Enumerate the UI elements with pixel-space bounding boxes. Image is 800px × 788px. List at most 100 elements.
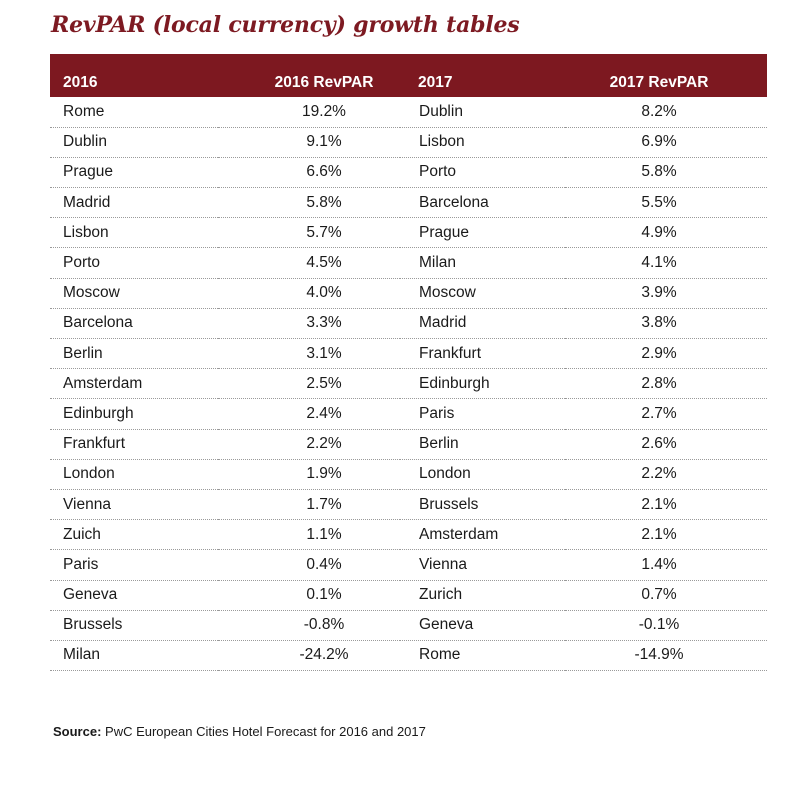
revpar-2017-cell: 8.2% <box>565 97 767 128</box>
revpar-2016-cell: 4.5% <box>218 247 400 279</box>
revpar-2016-cell: 3.1% <box>218 338 400 370</box>
table-row: Zuich 1.1% Amsterdam 2.1% <box>50 519 767 551</box>
revpar-2017-cell: 2.7% <box>565 398 767 430</box>
revpar-2016-cell: -24.2% <box>218 640 400 672</box>
table-row: Lisbon 5.7% Prague 4.9% <box>50 217 767 249</box>
revpar-2016-cell: 1.7% <box>218 489 400 521</box>
revpar-2016-cell: 0.4% <box>218 549 400 581</box>
city-2017-cell: Lisbon <box>400 127 565 158</box>
city-2017-cell: Brussels <box>400 489 565 521</box>
revpar-growth-table: 2016 2016 RevPAR 2017 2017 RevPAR Rome 19… <box>50 54 767 672</box>
city-2017-cell: Amsterdam <box>400 519 565 551</box>
city-2016-cell: Madrid <box>50 187 218 219</box>
header-2016-city: 2016 <box>63 73 98 91</box>
table-row: Berlin 3.1% Frankfurt 2.9% <box>50 338 767 370</box>
revpar-2016-cell: 2.4% <box>218 398 400 430</box>
city-2016-cell: Paris <box>50 549 218 581</box>
revpar-2017-cell: 5.5% <box>565 187 767 219</box>
revpar-2016-cell: 6.6% <box>218 157 400 189</box>
source-note: Source: PwC European Cities Hotel Foreca… <box>53 724 426 739</box>
revpar-2017-cell: 2.9% <box>565 338 767 370</box>
table-row: Frankfurt 2.2% Berlin 2.6% <box>50 429 767 460</box>
revpar-2017-cell: 2.1% <box>565 519 767 551</box>
revpar-2017-cell: 2.8% <box>565 368 767 400</box>
header-2016-revpar: 2016 RevPAR <box>274 73 374 91</box>
source-label: Source: <box>53 724 102 739</box>
revpar-2016-cell: 5.7% <box>218 217 400 249</box>
source-text: PwC European Cities Hotel Forecast for 2… <box>101 724 426 739</box>
table-row: Rome 19.2% Dublin 8.2% <box>50 97 767 128</box>
revpar-2017-cell: 6.9% <box>565 127 767 158</box>
city-2017-cell: Geneva <box>400 610 565 641</box>
city-2017-cell: Edinburgh <box>400 368 565 400</box>
city-2017-cell: Madrid <box>400 308 565 340</box>
table-row: Dublin 9.1% Lisbon 6.9% <box>50 127 767 158</box>
table-row: Brussels -0.8% Geneva -0.1% <box>50 610 767 641</box>
table-row: Madrid 5.8% Barcelona 5.5% <box>50 187 767 219</box>
city-2017-cell: Frankfurt <box>400 338 565 370</box>
city-2017-cell: Zurich <box>400 580 565 611</box>
revpar-2017-cell: -14.9% <box>565 640 767 672</box>
city-2016-cell: Moscow <box>50 278 218 309</box>
city-2016-cell: Berlin <box>50 338 218 370</box>
city-2017-cell: Dublin <box>400 97 565 128</box>
city-2016-cell: Porto <box>50 247 218 279</box>
revpar-2017-cell: 5.8% <box>565 157 767 189</box>
revpar-2016-cell: 3.3% <box>218 308 400 340</box>
city-2017-cell: Porto <box>400 157 565 189</box>
city-2016-cell: Brussels <box>50 610 218 641</box>
revpar-2016-cell: 19.2% <box>218 97 400 128</box>
table-row: Moscow 4.0% Moscow 3.9% <box>50 278 767 309</box>
page-title: RevPAR (local currency) growth tables <box>51 12 520 38</box>
city-2016-cell: Milan <box>50 640 218 672</box>
header-2017-city: 2017 <box>418 73 453 91</box>
city-2017-cell: Paris <box>400 398 565 430</box>
revpar-2016-cell: 5.8% <box>218 187 400 219</box>
revpar-2017-cell: 2.6% <box>565 429 767 460</box>
city-2017-cell: Prague <box>400 217 565 249</box>
city-2016-cell: Geneva <box>50 580 218 611</box>
table-row: Milan -24.2% Rome -14.9% <box>50 640 767 672</box>
city-2016-cell: Amsterdam <box>50 368 218 400</box>
table-header-row: 2016 2016 RevPAR 2017 2017 RevPAR <box>50 54 767 97</box>
revpar-2016-cell: -0.8% <box>218 610 400 641</box>
city-2017-cell: Vienna <box>400 549 565 581</box>
city-2017-cell: Milan <box>400 247 565 279</box>
table-row: London 1.9% London 2.2% <box>50 459 767 490</box>
revpar-2017-cell: 3.8% <box>565 308 767 340</box>
table-row: Vienna 1.7% Brussels 2.1% <box>50 489 767 521</box>
city-2016-cell: Edinburgh <box>50 398 218 430</box>
table-row: Barcelona 3.3% Madrid 3.8% <box>50 308 767 340</box>
revpar-2017-cell: 4.9% <box>565 217 767 249</box>
revpar-2017-cell: -0.1% <box>565 610 767 641</box>
revpar-2016-cell: 9.1% <box>218 127 400 158</box>
revpar-2017-cell: 4.1% <box>565 247 767 279</box>
table-row: Porto 4.5% Milan 4.1% <box>50 247 767 279</box>
city-2016-cell: Frankfurt <box>50 429 218 460</box>
city-2017-cell: Moscow <box>400 278 565 309</box>
table-body: Rome 19.2% Dublin 8.2% Dublin 9.1% Lisbon 6.9% P… <box>50 97 767 672</box>
table-row: Amsterdam 2.5% Edinburgh 2.8% <box>50 368 767 400</box>
revpar-2016-cell: 1.9% <box>218 459 400 490</box>
city-2016-cell: Dublin <box>50 127 218 158</box>
table-row: Prague 6.6% Porto 5.8% <box>50 157 767 189</box>
city-2016-cell: Barcelona <box>50 308 218 340</box>
table-row: Edinburgh 2.4% Paris 2.7% <box>50 398 767 430</box>
city-2016-cell: London <box>50 459 218 490</box>
city-2016-cell: Rome <box>50 97 218 128</box>
city-2017-cell: London <box>400 459 565 490</box>
city-2016-cell: Prague <box>50 157 218 189</box>
city-2016-cell: Zuich <box>50 519 218 551</box>
revpar-2017-cell: 3.9% <box>565 278 767 309</box>
table-row: Paris 0.4% Vienna 1.4% <box>50 549 767 581</box>
revpar-2017-cell: 1.4% <box>565 549 767 581</box>
revpar-2016-cell: 0.1% <box>218 580 400 611</box>
revpar-2016-cell: 1.1% <box>218 519 400 551</box>
city-2017-cell: Rome <box>400 640 565 672</box>
table-row: Geneva 0.1% Zurich 0.7% <box>50 580 767 611</box>
header-2017-revpar: 2017 RevPAR <box>609 73 709 91</box>
city-2017-cell: Berlin <box>400 429 565 460</box>
revpar-2016-cell: 2.2% <box>218 429 400 460</box>
revpar-2017-cell: 2.2% <box>565 459 767 490</box>
revpar-2016-cell: 2.5% <box>218 368 400 400</box>
